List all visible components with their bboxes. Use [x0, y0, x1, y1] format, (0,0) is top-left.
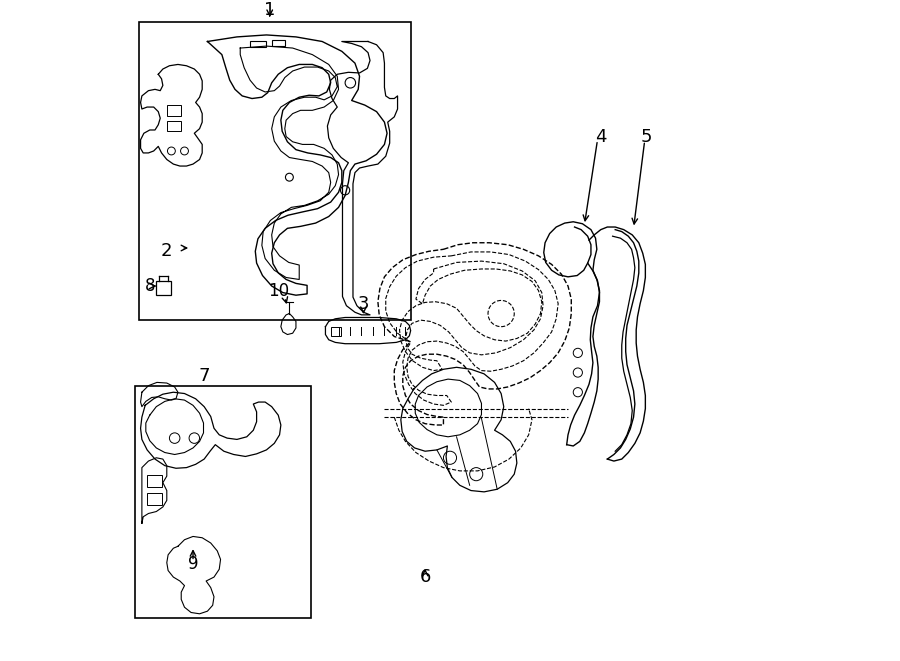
Text: 1: 1: [264, 1, 275, 19]
Text: 10: 10: [267, 282, 289, 299]
Text: 8: 8: [145, 277, 155, 295]
Bar: [147, 475, 162, 487]
Bar: [166, 105, 181, 116]
Bar: [139, 22, 410, 320]
Bar: [147, 493, 162, 505]
Text: 5: 5: [641, 128, 652, 145]
Text: 7: 7: [198, 367, 210, 385]
Bar: [330, 327, 340, 336]
Bar: [250, 41, 266, 48]
Bar: [135, 385, 311, 619]
Text: 2: 2: [161, 243, 173, 260]
Text: 6: 6: [419, 568, 431, 586]
Bar: [166, 121, 181, 132]
Bar: [157, 281, 171, 295]
Text: 9: 9: [188, 555, 198, 573]
Text: 4: 4: [595, 128, 607, 145]
Bar: [272, 40, 284, 46]
Text: 3: 3: [357, 295, 369, 313]
